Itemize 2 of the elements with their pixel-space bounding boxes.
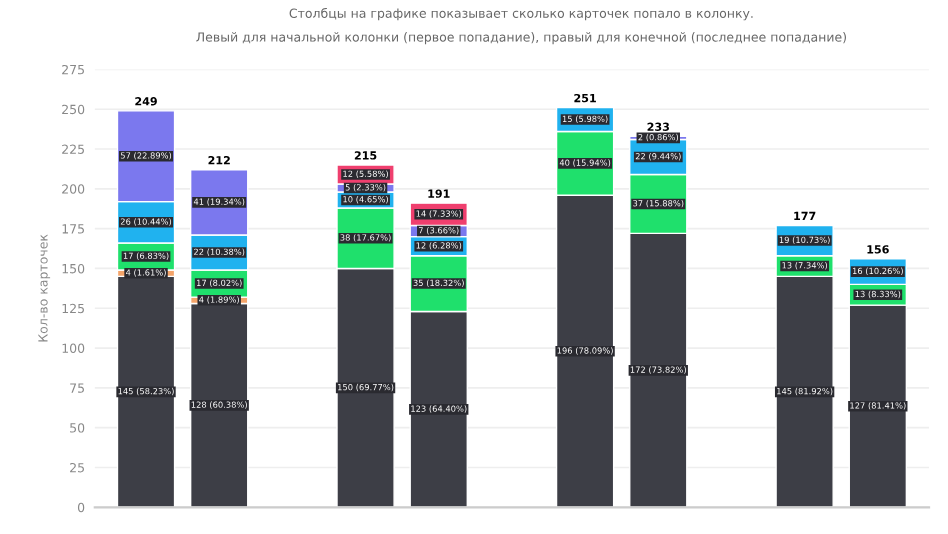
bar <box>116 275 176 508</box>
bar <box>189 302 249 508</box>
